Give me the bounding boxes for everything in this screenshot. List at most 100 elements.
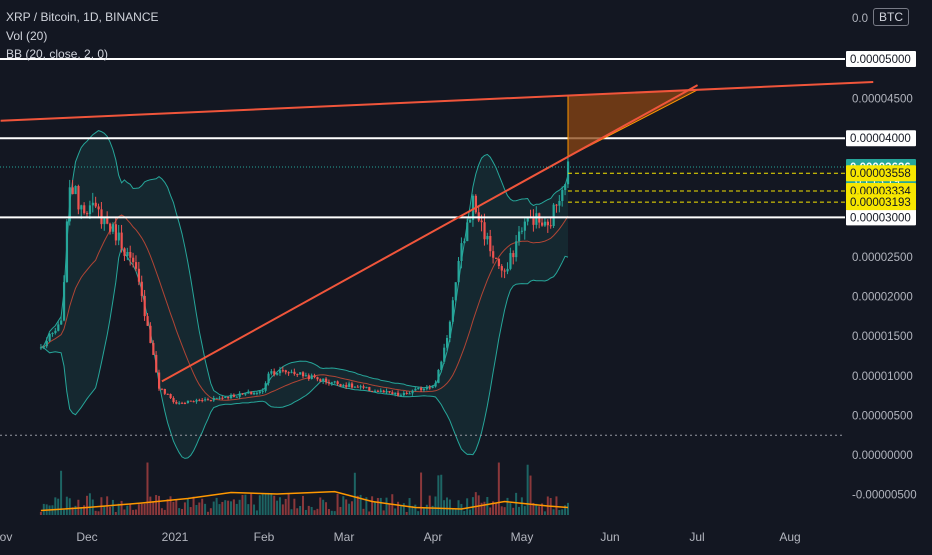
bollinger-bands [40, 130, 569, 459]
candle-body [195, 399, 198, 402]
candle-body [74, 185, 77, 195]
volume-bar [287, 493, 290, 515]
bollinger-indicator-label[interactable]: BB (20, close, 2, 0) [6, 47, 109, 61]
candle-body [399, 395, 403, 397]
level-label-2: 0.00004000 [850, 133, 911, 145]
volume-bar [258, 495, 261, 515]
candle-body [469, 219, 472, 223]
volume-bar [543, 511, 546, 515]
candle-body [310, 375, 313, 380]
candle-body [120, 232, 123, 249]
bb-upper-line [40, 130, 569, 397]
volume-bar [169, 496, 172, 515]
candle-body [388, 391, 391, 393]
volume-bar [143, 503, 146, 515]
x-tick-label: Aug [779, 530, 800, 544]
volume-bar [420, 472, 423, 515]
volume-bar [440, 474, 443, 515]
volume-bar [114, 511, 117, 515]
volume-bar [469, 509, 472, 515]
candle-body [227, 396, 230, 399]
candle-body [192, 401, 195, 403]
candle-body [552, 204, 555, 226]
volume-bar [276, 500, 279, 515]
volume-bar [327, 509, 330, 515]
volume-bar [371, 496, 374, 515]
trendline-1[interactable] [0, 80, 874, 122]
volume-bar [166, 499, 169, 515]
volume-bar [402, 503, 405, 515]
candle-body [457, 260, 460, 283]
candle-body [241, 393, 244, 395]
volume-bar [322, 499, 325, 515]
candle-body [255, 392, 259, 394]
candle-body [532, 217, 535, 225]
volume-bar [558, 510, 561, 515]
volume-bar [520, 497, 523, 515]
volume-bars [39, 462, 569, 515]
volume-bar [209, 508, 212, 515]
candle-body [494, 257, 498, 259]
volume-bar [281, 504, 284, 515]
candle-body [434, 382, 437, 387]
volume-bar [477, 495, 480, 515]
volume-bar [109, 506, 112, 515]
candle-body [134, 262, 138, 269]
candle-body [480, 220, 483, 223]
volume-bar [394, 508, 397, 515]
volume-bar [206, 511, 209, 515]
volume-bar [255, 510, 258, 515]
volume-bar [414, 504, 417, 515]
x-tick-label: Mar [334, 530, 355, 544]
candle-body [313, 375, 316, 378]
candle-body [238, 393, 241, 397]
candle-body [379, 390, 382, 392]
bb-lower-line [40, 245, 569, 459]
candle-body [39, 347, 43, 349]
candle-body [492, 251, 495, 258]
candle-body [374, 390, 377, 392]
marker-label-1: 0.00003558 [850, 168, 911, 180]
candle-body [302, 372, 305, 377]
volume-bar [129, 504, 132, 515]
candle-body [109, 223, 112, 232]
volume-bar [204, 503, 207, 515]
candle-body [345, 385, 348, 388]
currency-badge[interactable]: BTC [873, 8, 909, 26]
volume-bar [302, 495, 304, 515]
x-tick-label: Dec [76, 530, 97, 544]
volume-bar [483, 501, 486, 515]
candle-body [428, 387, 431, 389]
candle-body [163, 389, 166, 394]
x-tick-label: Feb [254, 530, 275, 544]
volume-bar [123, 509, 126, 515]
axes: 0.000050000.000045000.000040000.00003500… [0, 13, 917, 544]
volume-bar [68, 498, 71, 515]
volume-bar [103, 505, 106, 515]
symbol-title[interactable]: XRP / Bitcoin, 1D, BINANCE [6, 10, 159, 24]
candle-body [250, 391, 253, 395]
volume-bar [160, 508, 163, 515]
volume-bar [446, 497, 448, 515]
candle-body [549, 225, 552, 227]
volume-bar [88, 493, 91, 515]
candle-body [146, 316, 149, 326]
y-tick-label: -0.00000500 [852, 490, 917, 502]
candle-body [327, 382, 331, 384]
candle-body [319, 379, 322, 382]
candle-body [348, 383, 351, 388]
candle-body [431, 386, 434, 388]
candle-body [483, 222, 486, 240]
volume-bar [261, 493, 264, 515]
candlesticks [39, 154, 570, 405]
volume-bar [310, 506, 313, 515]
volume-bar [221, 501, 224, 515]
volume-bar [345, 499, 348, 515]
trendline-2[interactable] [161, 84, 699, 383]
volume-indicator-label[interactable]: Vol (20) [6, 29, 48, 43]
candle-body [42, 346, 45, 348]
volume-bar [304, 509, 307, 515]
candle-body [417, 387, 420, 389]
